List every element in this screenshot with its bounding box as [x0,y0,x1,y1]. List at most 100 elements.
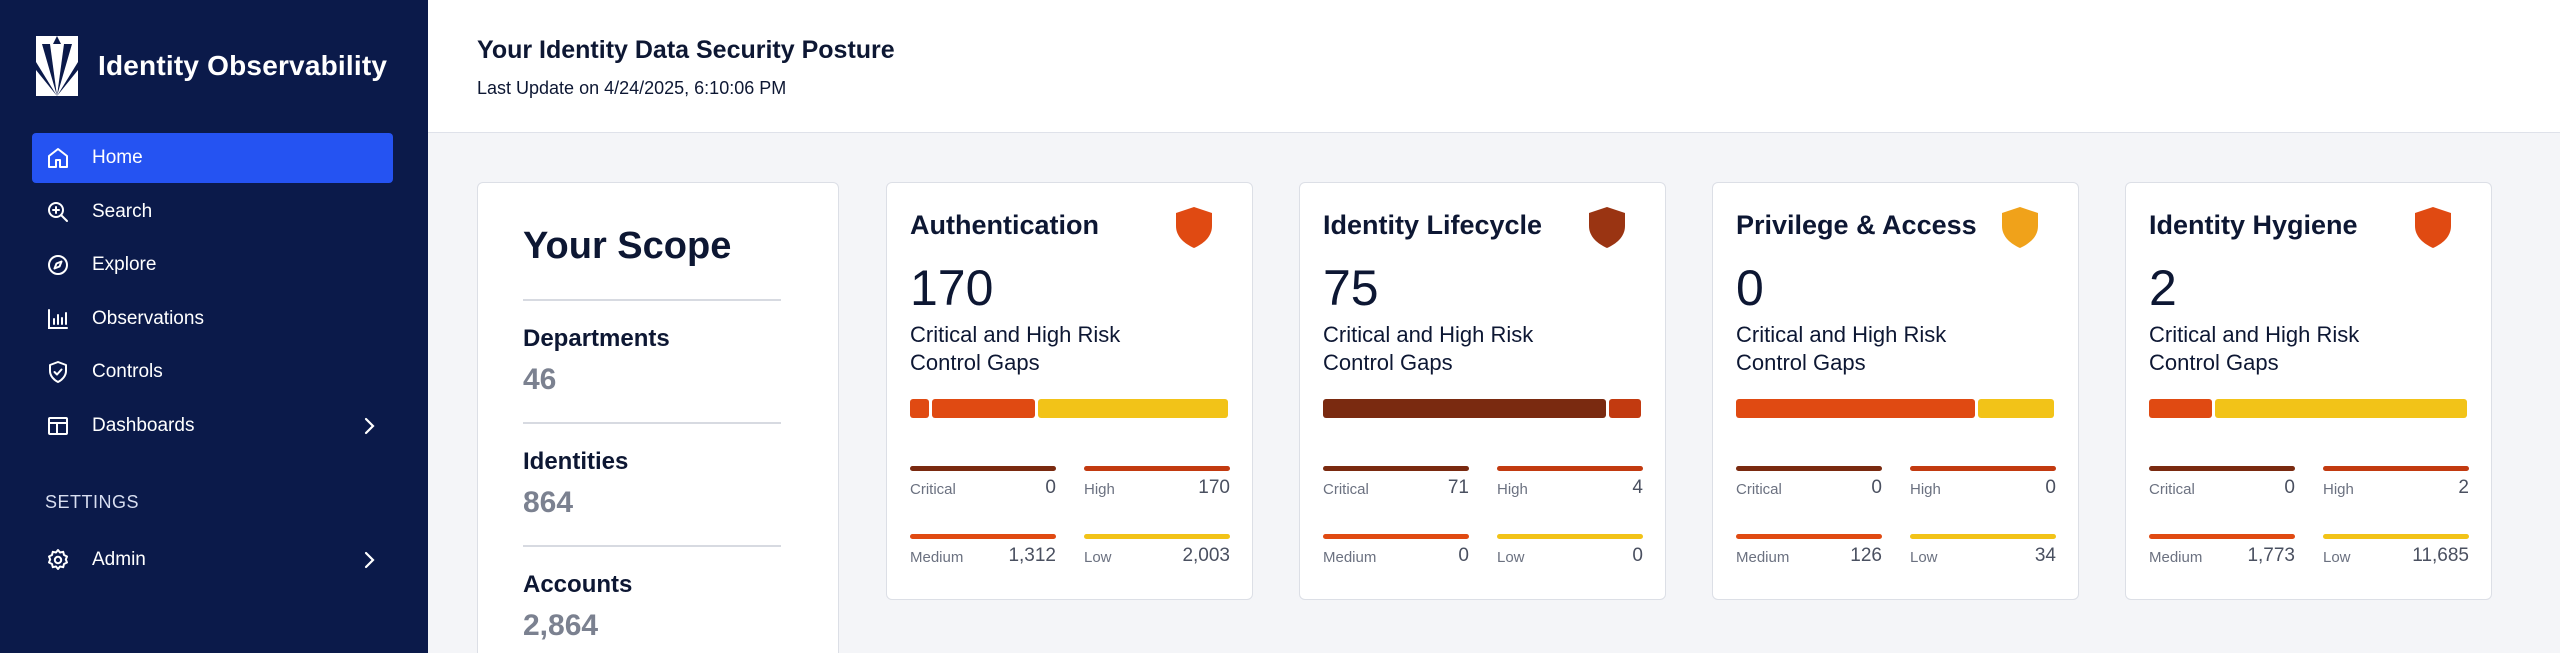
search-icon [45,199,71,225]
stat-value: 0 [2045,477,2056,498]
risk-subtitle: Critical and High Risk Control Gaps [1736,322,1947,375]
brand[interactable]: Identity Observability [36,36,387,96]
stat-label: High [2323,481,2354,498]
dashboard-icon [45,413,71,439]
stat-low: Low 0 [1497,534,1643,574]
stat-label: Medium [910,549,964,566]
stat-low: Low 2,003 [1084,534,1230,574]
stat-medium: Medium 126 [1736,534,1882,574]
shield-fill [1176,207,1212,248]
sidebar-item-label: Explore [92,254,157,275]
stat-value: 0 [1045,477,1056,498]
page-header: Your Identity Data Security Posture Last… [428,0,2560,133]
stat-critical: Critical 0 [910,466,1056,506]
sidebar-item-explore[interactable]: Explore [32,240,393,290]
last-update-text: Last Update on 4/24/2025, 6:10:06 PM [477,78,787,98]
shield-fill [2002,207,2038,248]
stat-critical: Critical 71 [1323,466,1469,506]
stat-label: Critical [910,481,956,498]
scope-title: Your Scope [523,225,732,267]
app-title: Identity Observability [98,50,388,81]
stat-label: Critical [2149,481,2195,498]
divider [523,545,781,547]
stat-line [2149,534,2295,539]
shield-fill [1589,207,1625,248]
stat-line [1084,534,1230,539]
stat-value: 4 [1632,477,1643,498]
shield-icon [2002,207,2038,248]
stat-line [910,466,1056,471]
stat-line [2149,466,2295,471]
scope-value-departments: 46 [523,363,557,396]
risk-distribution-bar [1323,399,1641,418]
chevron-right-icon [364,551,375,569]
bar-segment [1609,399,1641,418]
stat-line [1323,466,1469,471]
divider [523,299,781,301]
risk-distribution-bar [2149,399,2467,418]
stat-high: High 170 [1084,466,1230,506]
stat-value: 0 [1871,477,1882,498]
stat-critical: Critical 0 [1736,466,1882,506]
sidebar-item-dashboards[interactable]: Dashboards [32,401,393,451]
stat-label: Medium [2149,549,2203,566]
sidebar-item-label: Observations [92,307,204,329]
risk-distribution-bar [1736,399,2054,418]
sidebar-item-controls[interactable]: Controls [32,347,393,397]
stat-value: 170 [1198,477,1230,498]
stat-label: Medium [1323,549,1377,566]
stat-line [2323,466,2469,471]
sidebar-item-label: Search [92,200,153,222]
sidebar-item-observations[interactable]: Observations [32,294,393,344]
risk-count: 2 [2149,260,2177,316]
sidebar-item-label: Dashboards [92,414,195,436]
stat-high: High 4 [1497,466,1643,506]
risk-subtitle: Critical and High Risk Control Gaps [1323,322,1534,375]
risk-count: 75 [1323,260,1379,316]
bar-segment [910,399,929,418]
stat-low: Low 11,685 [2323,534,2469,574]
stat-value: 1,312 [1008,545,1056,566]
sidebar-item-home[interactable]: Home [32,133,393,183]
stat-label: High [1497,481,1528,498]
card-title: Authentication [910,210,1099,240]
stat-high: High 0 [1910,466,2056,506]
stat-label: High [1084,481,1115,498]
card-title: Identity Hygiene [2149,210,2358,240]
metric-card-authentication[interactable]: Authentication 170 Critical and High Ris… [886,182,1253,600]
scope-label-departments: Departments [523,325,670,352]
metric-card-identity-lifecycle[interactable]: Identity Lifecycle 75 Critical and High … [1299,182,1666,600]
page-title: Your Identity Data Security Posture [477,36,895,64]
bar-segment [932,399,1035,418]
bar-segment [2149,399,2212,418]
metric-card-privilege-access[interactable]: Privilege & Access 0 Critical and High R… [1712,182,2079,600]
stat-value: 2,003 [1182,545,1230,566]
bar-segment [1038,399,1228,418]
sidebar-item-admin[interactable]: Admin [32,535,393,585]
risk-distribution-bar [910,399,1228,418]
stat-medium: Medium 1,312 [910,534,1056,574]
stat-line [1084,466,1230,471]
stat-line [1497,466,1643,471]
stat-line [1910,466,2056,471]
app-logo-icon [36,36,78,96]
shield-icon [1176,207,1212,248]
metric-card-identity-hygiene[interactable]: Identity Hygiene 2 Critical and High Ris… [2125,182,2492,600]
sidebar-item-search[interactable]: Search [32,187,393,237]
divider [523,422,781,424]
stat-value: 1,773 [2247,545,2295,566]
stat-medium: Medium 1,773 [2149,534,2295,574]
stat-line [1736,534,1882,539]
risk-subtitle: Critical and High Risk Control Gaps [910,322,1121,375]
stat-low: Low 34 [1910,534,2056,574]
scope-value-identities: 864 [523,486,574,519]
shield-check-icon [45,359,71,385]
stat-value: 11,685 [2412,545,2469,566]
sidebar-item-label: Controls [92,361,163,382]
stat-line [1736,466,1882,471]
risk-count: 0 [1736,260,1764,316]
stat-value: 0 [1458,545,1469,566]
bar-segment [1978,399,2054,418]
stat-value: 34 [2034,545,2056,566]
bar-segment [1323,399,1607,418]
